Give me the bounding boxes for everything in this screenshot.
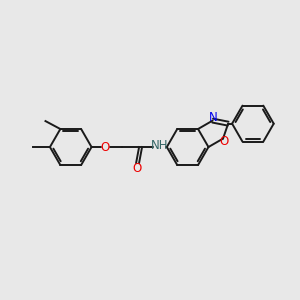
Text: N: N — [209, 111, 218, 124]
Text: NH: NH — [151, 139, 169, 152]
Text: O: O — [101, 140, 110, 154]
Text: O: O — [133, 162, 142, 175]
Text: O: O — [219, 135, 229, 148]
